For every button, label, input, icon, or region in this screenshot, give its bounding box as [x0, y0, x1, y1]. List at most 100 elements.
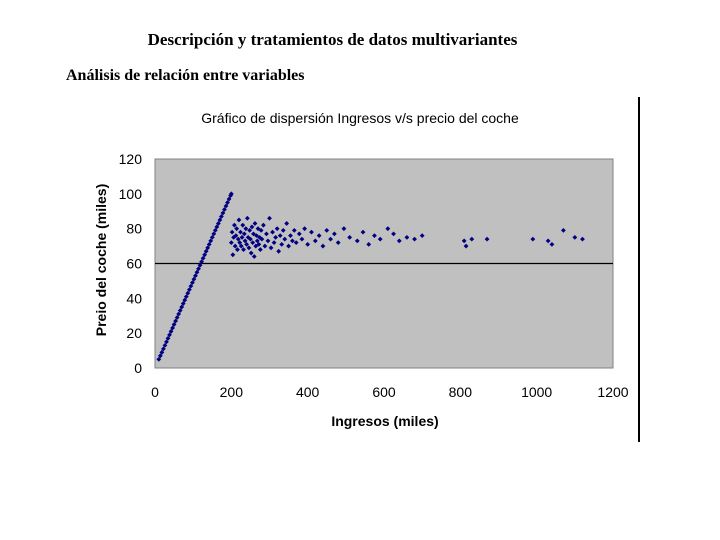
data-point — [331, 231, 337, 237]
data-point — [316, 233, 322, 239]
data-points — [156, 191, 585, 362]
data-point — [246, 245, 252, 251]
data-point — [572, 234, 578, 240]
data-point — [191, 276, 197, 282]
data-point — [241, 231, 247, 237]
chart-frame-edge — [638, 97, 640, 442]
data-point — [257, 247, 263, 252]
data-point — [228, 191, 234, 197]
data-point — [209, 234, 215, 240]
data-point — [182, 297, 188, 303]
x-tick-label: 200 — [220, 384, 244, 400]
data-point — [223, 203, 229, 209]
data-point — [217, 217, 223, 223]
y-tick-label: 120 — [119, 151, 143, 167]
data-point — [232, 243, 238, 249]
y-tick-label: 60 — [126, 256, 142, 272]
x-tick-label: 1000 — [521, 384, 552, 400]
data-point — [247, 228, 253, 233]
data-point — [197, 262, 203, 268]
data-point — [268, 245, 274, 251]
data-point — [237, 240, 243, 245]
data-point — [545, 238, 551, 244]
data-point — [180, 301, 186, 306]
data-point — [162, 342, 168, 348]
data-point — [463, 243, 469, 249]
x-tick-label: 600 — [372, 384, 396, 400]
data-point — [312, 238, 318, 244]
data-point — [239, 234, 245, 240]
data-point — [212, 228, 218, 233]
y-tick-label: 20 — [126, 325, 142, 341]
data-point — [243, 226, 249, 232]
data-point — [412, 236, 417, 242]
data-point — [208, 238, 214, 244]
data-point — [302, 226, 308, 232]
data-point — [252, 221, 258, 226]
data-point — [228, 240, 234, 245]
data-point — [241, 247, 246, 252]
data-point — [226, 196, 232, 202]
data-point — [262, 243, 268, 249]
data-point — [199, 259, 204, 265]
data-point — [267, 215, 272, 221]
data-point — [290, 238, 295, 244]
data-point — [271, 240, 277, 245]
data-point — [305, 241, 311, 247]
data-point — [251, 254, 257, 259]
data-point — [341, 226, 347, 232]
data-point — [260, 222, 266, 228]
data-point — [220, 210, 226, 216]
data-point — [188, 283, 194, 289]
data-point — [560, 228, 566, 233]
data-point — [273, 234, 279, 240]
data-point — [277, 233, 283, 239]
data-point — [230, 252, 236, 258]
data-point — [284, 221, 290, 226]
data-point — [225, 200, 230, 205]
data-point — [265, 238, 271, 244]
data-point — [219, 214, 224, 219]
data-point — [234, 226, 240, 232]
data-point — [291, 228, 297, 233]
data-point — [185, 290, 191, 296]
x-tick-label: 0 — [151, 384, 159, 400]
data-point — [270, 229, 275, 235]
data-point — [360, 229, 366, 235]
data-point — [222, 207, 227, 212]
data-point — [174, 315, 180, 320]
y-tick-label: 40 — [126, 290, 142, 306]
data-point — [242, 238, 248, 244]
data-point — [274, 226, 280, 232]
data-point — [250, 240, 256, 245]
data-point — [484, 236, 490, 242]
data-point — [157, 353, 163, 359]
data-point — [240, 222, 246, 228]
data-point — [280, 228, 286, 233]
y-tick-label: 100 — [119, 186, 143, 202]
data-point — [231, 222, 237, 228]
data-point — [170, 325, 175, 331]
data-point — [238, 243, 244, 249]
y-axis-label: Preio del coche (miles) — [93, 184, 109, 337]
data-point — [288, 233, 293, 239]
data-point — [396, 238, 402, 244]
data-point — [193, 273, 198, 279]
data-point — [264, 231, 269, 237]
data-point — [259, 236, 265, 242]
data-point — [580, 236, 585, 242]
data-point — [211, 231, 217, 237]
data-point — [258, 228, 264, 233]
data-point — [171, 322, 177, 327]
data-point — [293, 240, 299, 245]
data-point — [167, 332, 172, 338]
data-point — [183, 294, 189, 299]
data-point — [244, 215, 250, 221]
x-tick-label: 800 — [449, 384, 473, 400]
y-axis-ticks: 0 20 40 60 80 100 120 — [119, 151, 143, 376]
data-point — [235, 247, 240, 252]
data-point — [372, 233, 377, 239]
data-point — [229, 229, 235, 235]
data-point — [385, 226, 391, 232]
